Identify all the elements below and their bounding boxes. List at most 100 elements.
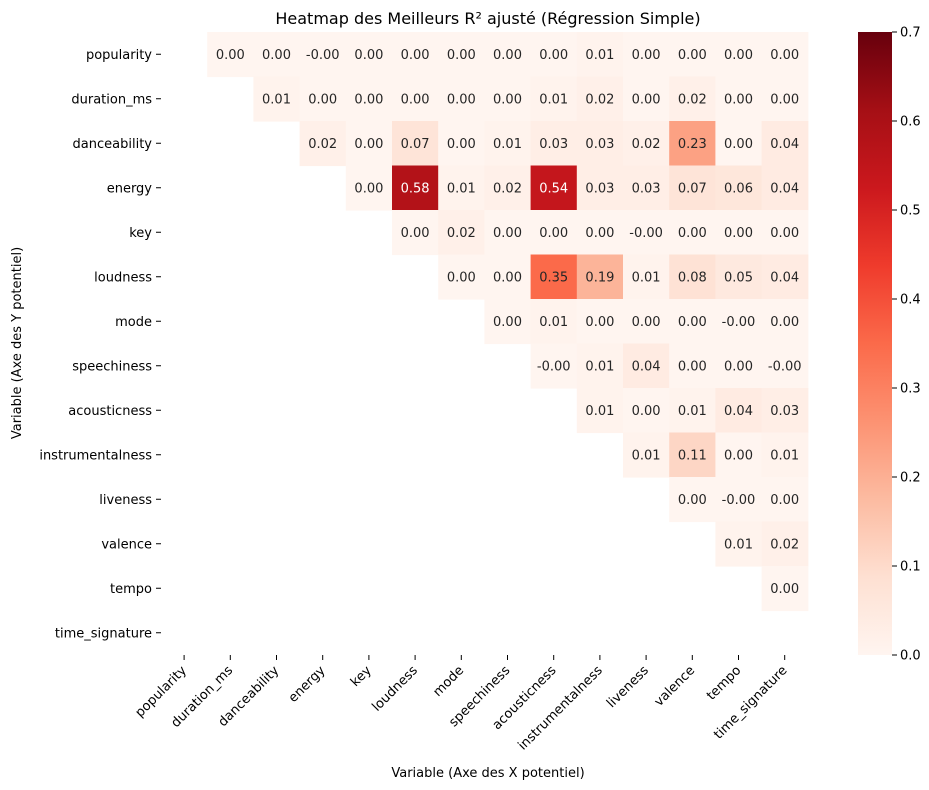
y-tick-label: valence (101, 537, 152, 552)
heatmap-cell (623, 210, 670, 256)
cell-value-label: 0.00 (770, 315, 799, 330)
heatmap-cell (669, 121, 716, 167)
heatmap-cell (530, 343, 578, 389)
y-tick-labels: popularity duration_ms danceability energy k… (39, 48, 161, 641)
cell-value-label: 0.01 (585, 404, 614, 419)
cell-value-label: -0.00 (722, 315, 756, 330)
heatmap-cell (576, 388, 624, 434)
cell-value-label: 0.00 (724, 448, 753, 463)
heatmap-cell (623, 432, 670, 478)
cell-value-label: 0.00 (308, 92, 337, 107)
cell-value-label: 0.00 (632, 48, 661, 63)
cell-value-label: 0.03 (585, 137, 614, 152)
y-tick-label: tempo (110, 582, 152, 597)
cell-value-label: 0.00 (585, 315, 614, 330)
heatmap-cell (484, 299, 532, 345)
heatmap-cell (669, 343, 716, 389)
cell-value-label: -0.00 (722, 493, 756, 508)
heatmap-cell (576, 343, 624, 389)
heatmap-cell (761, 121, 809, 167)
heatmap-cell (392, 121, 439, 167)
heatmap-cell (669, 210, 716, 256)
heatmap-cell (392, 210, 439, 256)
cell-value-label: 0.00 (447, 92, 476, 107)
heatmap-cell (623, 299, 670, 345)
heatmap-cell (669, 254, 716, 300)
heatmap-cell (392, 32, 439, 78)
heatmap-cell (530, 254, 578, 300)
y-tick-label: speechiness (72, 359, 152, 374)
y-tick-label: popularity (86, 48, 152, 63)
x-tick-label: valence (652, 663, 698, 709)
cell-value-label: 0.01 (724, 537, 753, 552)
heatmap-cell (299, 76, 347, 122)
cell-value-label: 0.54 (539, 181, 568, 196)
cell-value-label: 0.01 (632, 270, 661, 285)
heatmap-cell (715, 76, 763, 122)
cell-value-label: 0.00 (724, 48, 753, 63)
heatmap-cell (299, 121, 347, 167)
heatmap-cell (761, 432, 809, 478)
heatmap-cell (761, 254, 809, 300)
y-tick-label: liveness (99, 493, 152, 508)
colorbar-tick-label: 0.6 (900, 115, 921, 130)
cell-value-label: 0.00 (770, 48, 799, 63)
cell-value-label: 0.01 (539, 92, 568, 107)
heatmap-cell (438, 210, 485, 256)
cell-value-label: 0.00 (678, 315, 707, 330)
colorbar: 0.0 0.1 0.2 0.3 0.4 0.5 0.6 0.7 (858, 26, 921, 664)
cell-value-label: 0.00 (447, 270, 476, 285)
cell-value-label: 0.00 (678, 48, 707, 63)
cell-value-label: 0.03 (632, 181, 661, 196)
cell-value-label: 0.02 (585, 92, 614, 107)
cell-value-label: 0.00 (724, 226, 753, 241)
cell-value-label: 0.00 (632, 92, 661, 107)
heatmap-cell (761, 521, 809, 567)
heatmap-cell (576, 210, 624, 256)
cell-value-label: 0.08 (678, 270, 707, 285)
heatmap-cell (484, 32, 532, 78)
cell-value-label: 0.02 (632, 137, 661, 152)
colorbar-tick-label: 0.1 (900, 560, 921, 575)
cell-value-label: 0.02 (770, 537, 799, 552)
heatmap-cell (438, 32, 485, 78)
heatmap-cell (484, 210, 532, 256)
colorbar-gradient (858, 32, 892, 655)
y-axis-label: Variable (Axe des Y potentiel) (10, 247, 25, 439)
heatmap-cell (484, 121, 532, 167)
heatmap-cell (576, 76, 624, 122)
cell-value-label: 0.00 (401, 48, 430, 63)
heatmap-cell (715, 432, 763, 478)
heatmap-cell (669, 32, 716, 78)
heatmap-cell (761, 76, 809, 122)
cell-value-label: 0.01 (447, 181, 476, 196)
cell-value-label: 0.58 (401, 181, 430, 196)
cell-value-label: 0.06 (724, 181, 753, 196)
heatmap-cell (761, 566, 809, 612)
x-tick-label: tempo (704, 663, 744, 703)
heatmap-cell (392, 165, 439, 211)
cell-value-label: 0.03 (770, 404, 799, 419)
cell-value-label: 0.00 (447, 48, 476, 63)
cell-value-label: 0.03 (539, 137, 568, 152)
heatmap-cell (345, 76, 393, 122)
cell-value-label: 0.00 (216, 48, 245, 63)
heatmap-cell (669, 76, 716, 122)
colorbar-tick-label: 0.0 (900, 649, 921, 664)
heatmap-cell (715, 477, 763, 523)
heatmap-cell (484, 254, 532, 300)
heatmap-cell (761, 388, 809, 434)
cell-value-label: 0.07 (678, 181, 707, 196)
cell-value-label: 0.01 (585, 359, 614, 374)
heatmap-cell (530, 76, 578, 122)
heatmap-cell (669, 388, 716, 434)
heatmap-cell (761, 343, 809, 389)
heatmap-cell (576, 121, 624, 167)
cell-value-label: 0.35 (539, 270, 568, 285)
cell-value-label: 0.00 (585, 226, 614, 241)
cell-value-label: 0.04 (632, 359, 661, 374)
colorbar-tick-label: 0.7 (900, 26, 921, 41)
heatmap-cell (715, 254, 763, 300)
heatmap-cell (623, 121, 670, 167)
cell-value-label: 0.02 (308, 137, 337, 152)
